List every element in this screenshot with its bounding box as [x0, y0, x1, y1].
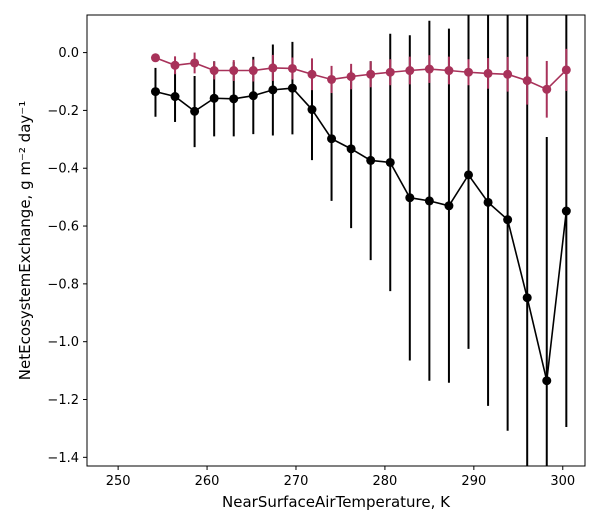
data-point [229, 66, 239, 76]
y-tick-label: −0.4 [47, 162, 79, 177]
data-point [287, 63, 297, 73]
data-point [327, 134, 337, 144]
data-point [229, 94, 239, 104]
y-axis: 0.0 −0.2 −0.4 −0.6 −0.8 −1.0 −1.2 −1.4 [47, 46, 87, 466]
y-tick-label: −1.2 [47, 393, 79, 408]
data-point [424, 196, 434, 206]
data-point [190, 58, 200, 68]
data-point [424, 64, 434, 74]
data-point [522, 293, 532, 303]
x-axis: 250 260 270 280 290 300 [106, 466, 575, 489]
data-point [444, 66, 454, 76]
y-tick-label: −1.0 [47, 335, 79, 350]
data-point [346, 144, 356, 154]
series-2 [150, 48, 571, 118]
y-tick-label: 0.0 [58, 46, 79, 61]
y-tick-label: −0.2 [47, 104, 79, 119]
data-point [287, 83, 297, 93]
data-point [385, 157, 395, 167]
data-point [561, 206, 571, 216]
x-tick-label: 300 [550, 474, 575, 489]
data-point [327, 74, 337, 84]
data-point [503, 215, 513, 225]
data-point [444, 201, 454, 211]
data-point [268, 63, 278, 73]
data-point [307, 69, 317, 79]
series-line [155, 87, 568, 381]
data-point [346, 72, 356, 82]
data-point [503, 69, 513, 79]
data-point [464, 67, 474, 77]
data-point [150, 53, 160, 63]
x-tick-label: 290 [461, 474, 486, 489]
x-tick-label: 250 [106, 474, 131, 489]
y-axis-label: NetEcosystemExchange, g m⁻² day⁻¹ [16, 101, 34, 380]
x-tick-label: 270 [284, 474, 309, 489]
data-point [542, 84, 552, 94]
plot-frame [86, 14, 586, 467]
data-point [483, 68, 493, 78]
y-tick-label: −0.8 [47, 277, 79, 292]
data-point [464, 170, 474, 180]
x-tick-label: 260 [195, 474, 220, 489]
data-point [405, 66, 415, 76]
data-point [209, 93, 219, 103]
data-point [483, 197, 493, 207]
data-point [248, 66, 258, 76]
data-point [150, 87, 160, 97]
data-point [366, 69, 376, 79]
data-point [542, 376, 552, 386]
series-line [155, 57, 567, 91]
x-axis-label: NearSurfaceAirTemperature, K [222, 493, 451, 511]
data-point [366, 155, 376, 165]
plot-area [150, 15, 571, 466]
data-point [170, 60, 180, 70]
data-point [522, 76, 532, 86]
data-point [268, 85, 278, 95]
data-point [248, 91, 258, 101]
data-point [209, 66, 219, 76]
y-tick-label: −1.4 [47, 451, 79, 466]
data-point [385, 67, 395, 77]
data-point [307, 105, 317, 115]
x-tick-label: 280 [372, 474, 397, 489]
data-point [170, 92, 180, 102]
y-tick-label: −0.6 [47, 220, 79, 235]
data-point [190, 106, 200, 116]
data-point [405, 193, 415, 203]
data-point [561, 65, 571, 75]
